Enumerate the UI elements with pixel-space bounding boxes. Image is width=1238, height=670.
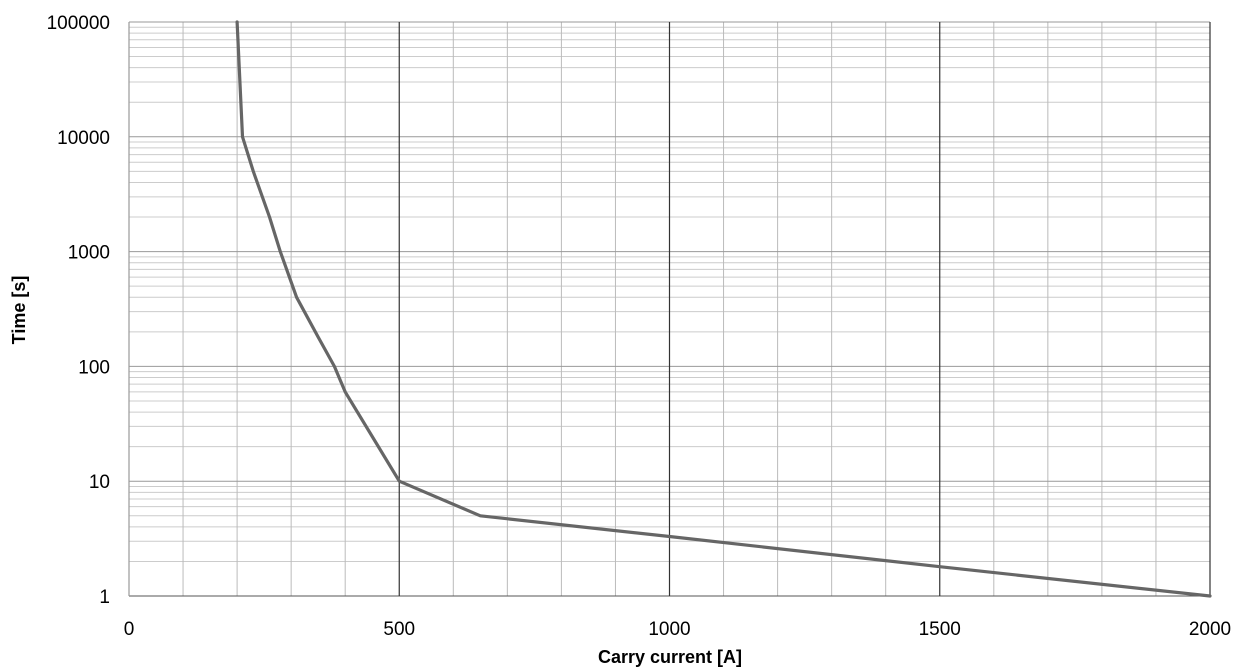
y-axis-title: Time [s] [9, 276, 29, 345]
y-tick-label: 1000 [68, 243, 110, 264]
x-tick-label: 500 [383, 619, 415, 640]
y-tick-label: 10 [89, 472, 110, 493]
x-tick-label: 2000 [1189, 619, 1231, 640]
series-line-1 [235, 20, 1212, 598]
y-tick-label: 10000 [57, 128, 110, 149]
y-tick-labels: 1 10 100 1000 10000 100000 [47, 13, 110, 608]
y-tick-label: 100 [78, 357, 110, 378]
x-tick-label: 1500 [919, 619, 961, 640]
x-tick-label: 0 [124, 619, 135, 640]
series-layer [235, 20, 1212, 598]
y-tick-label: 100000 [47, 13, 110, 34]
y-tick-label: 1 [99, 587, 110, 608]
x-axis-title: Carry current [A] [598, 647, 742, 667]
x-tick-label: 1000 [648, 619, 690, 640]
major-grid [128, 21, 1211, 597]
x-tick-labels: 0 500 1000 1500 2000 [124, 619, 1231, 640]
